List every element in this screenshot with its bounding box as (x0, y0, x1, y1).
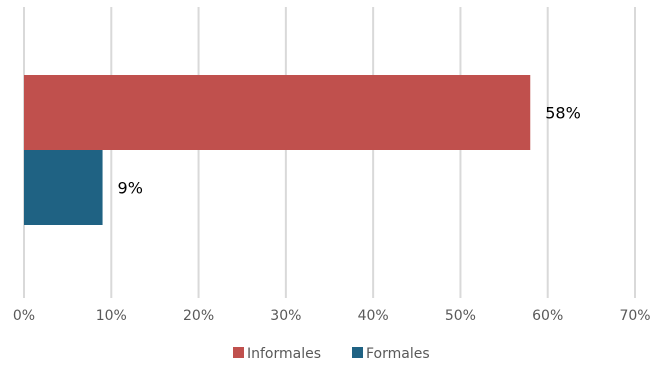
x-axis-ticks: 0% 10% 20% 30% 40% 50% 60% 70% (13, 308, 651, 324)
x-tick-label: 30% (270, 308, 301, 324)
x-tick-label: 70% (619, 308, 650, 324)
legend-label-informales: Informales (247, 346, 321, 362)
bar-informales (24, 75, 531, 150)
data-label-formales: 9% (118, 179, 143, 198)
bars (24, 75, 531, 225)
bar-formales (24, 150, 103, 225)
legend: Informales Formales (233, 346, 430, 362)
x-tick-label: 10% (96, 308, 127, 324)
data-labels: 58% 9% (118, 104, 581, 198)
data-label-informales: 58% (545, 104, 581, 123)
x-tick-label: 40% (358, 308, 389, 324)
legend-swatch-formales (352, 347, 363, 358)
legend-label-formales: Formales (366, 346, 430, 362)
gridlines (23, 7, 636, 298)
x-tick-label: 0% (13, 308, 35, 324)
x-tick-label: 60% (532, 308, 563, 324)
x-tick-label: 20% (183, 308, 214, 324)
x-tick-label: 50% (445, 308, 476, 324)
legend-swatch-informales (233, 347, 244, 358)
